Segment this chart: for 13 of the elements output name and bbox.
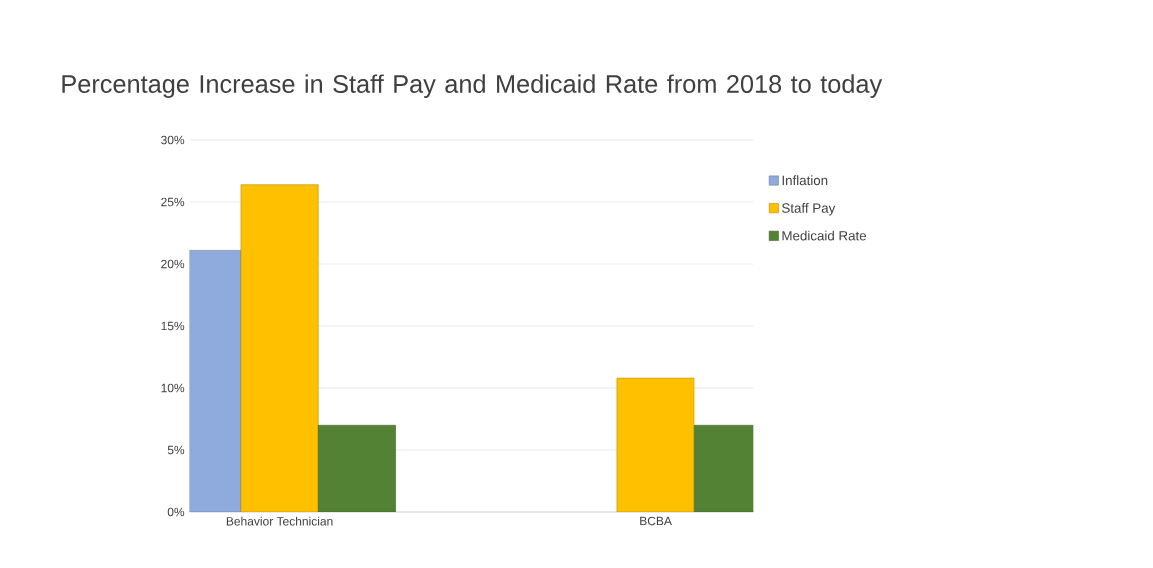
- legend-label: Staff Pay: [782, 203, 836, 216]
- x-tick-label: Behavior Technician: [226, 516, 333, 526]
- y-tick-label: 25%: [161, 197, 185, 207]
- y-tick-label: 5%: [167, 445, 185, 455]
- x-tick-label: BCBA: [640, 516, 672, 526]
- y-tick-label: 10%: [161, 383, 185, 393]
- legend-label: Medicaid Rate: [782, 230, 867, 241]
- y-tick-label: 15%: [161, 321, 185, 331]
- y-tick-label: 0%: [167, 507, 185, 517]
- y-tick-label: 30%: [161, 135, 185, 145]
- chart-title: Percentage Increase in Staff Pay and Medicaid Rate from 2018 to today: [62, 74, 883, 98]
- legend-label: Inflation: [782, 175, 828, 186]
- y-tick-label: 20%: [161, 259, 185, 269]
